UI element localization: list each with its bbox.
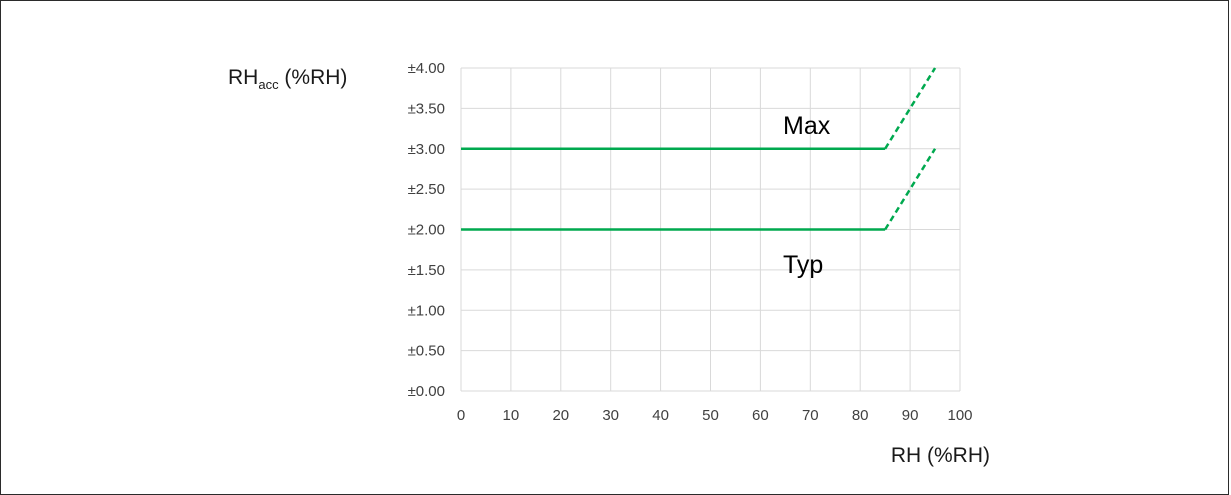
y-tick-label: ±2.00 bbox=[408, 222, 445, 239]
x-axis-title: RH (%RH) bbox=[891, 444, 990, 467]
x-tick-label: 30 bbox=[602, 407, 619, 424]
y-axis-title-suffix: (%RH) bbox=[279, 66, 348, 89]
x-tick-label: 70 bbox=[802, 407, 819, 424]
series-label-max: Max bbox=[783, 112, 831, 140]
x-tick-label: 50 bbox=[702, 407, 719, 424]
y-tick-label: ±1.50 bbox=[408, 262, 445, 279]
series-line-max-extrapolated bbox=[884, 67, 937, 150]
series-line-typ-extrapolated bbox=[884, 148, 937, 231]
y-tick-label: ±2.50 bbox=[408, 181, 445, 198]
x-tick-label: 90 bbox=[902, 407, 919, 424]
y-tick-label: ±4.00 bbox=[408, 60, 445, 77]
x-tick-label: 80 bbox=[852, 407, 869, 424]
y-axis-title-subscript: acc bbox=[258, 77, 279, 92]
x-tick-label: 40 bbox=[652, 407, 669, 424]
x-tick-label: 10 bbox=[503, 407, 520, 424]
y-axis-title: RHacc (%RH) bbox=[228, 66, 347, 92]
y-tick-labels: ±0.00 ±0.50 ±1.00 ±1.50 ±2.00 ±2.50 ±3.00 ±3.50… bbox=[408, 60, 445, 400]
y-tick-label: ±3.00 bbox=[408, 141, 445, 158]
y-tick-label: ±1.00 bbox=[408, 302, 445, 319]
series-lines bbox=[461, 67, 937, 231]
x-tick-label: 60 bbox=[752, 407, 769, 424]
y-axis-title-main: RH bbox=[228, 66, 258, 89]
x-tick-label: 20 bbox=[552, 407, 569, 424]
y-tick-label: ±3.50 bbox=[408, 100, 445, 117]
x-tick-label: 100 bbox=[947, 407, 972, 424]
y-tick-label: ±0.50 bbox=[408, 343, 445, 360]
x-tick-labels: 0 10 20 30 40 50 60 70 80 90 100 bbox=[457, 407, 973, 424]
x-tick-label: 0 bbox=[457, 407, 465, 424]
series-label-typ: Typ bbox=[783, 251, 823, 279]
y-tick-label: ±0.00 bbox=[408, 383, 445, 400]
